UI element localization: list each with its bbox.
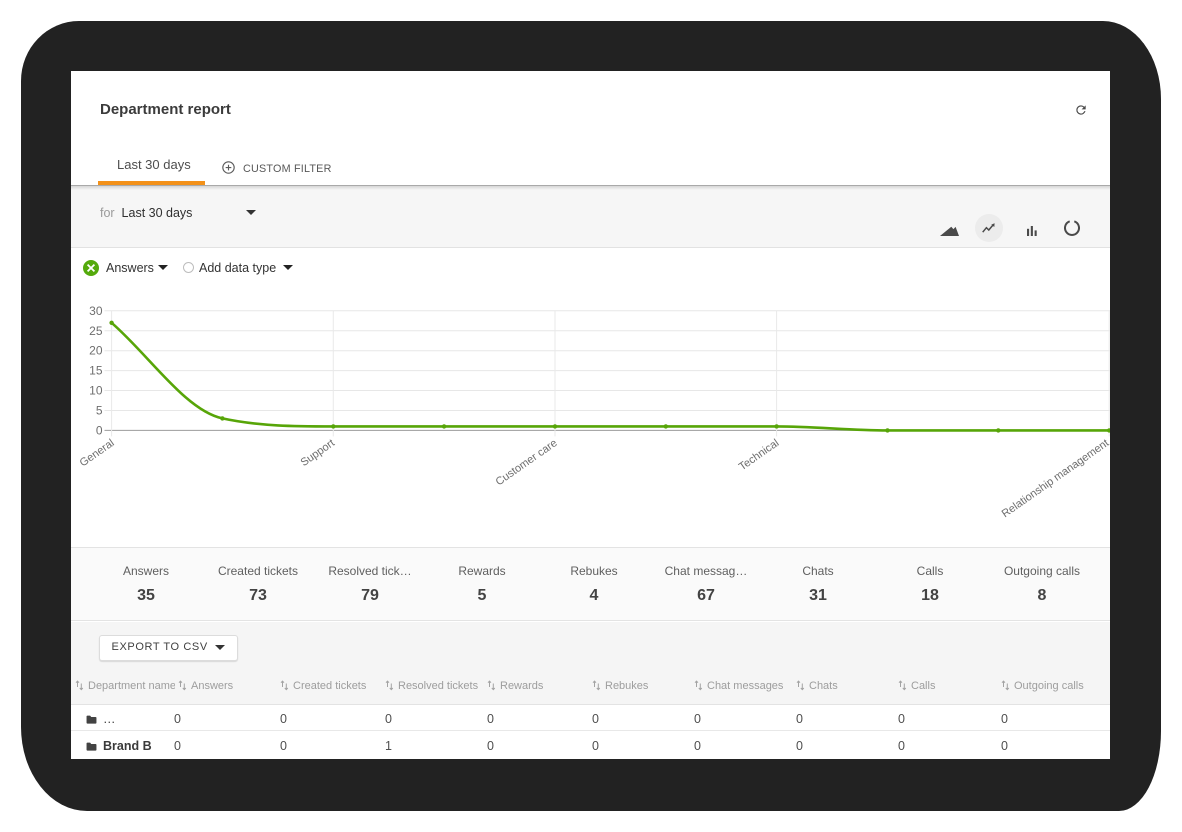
svg-text:5: 5 — [96, 404, 103, 418]
svg-text:20: 20 — [89, 344, 103, 358]
svg-text:30: 30 — [89, 304, 103, 318]
svg-text:15: 15 — [89, 364, 103, 378]
svg-text:10: 10 — [89, 384, 103, 398]
svg-text:0: 0 — [96, 423, 103, 437]
svg-text:25: 25 — [89, 324, 103, 338]
